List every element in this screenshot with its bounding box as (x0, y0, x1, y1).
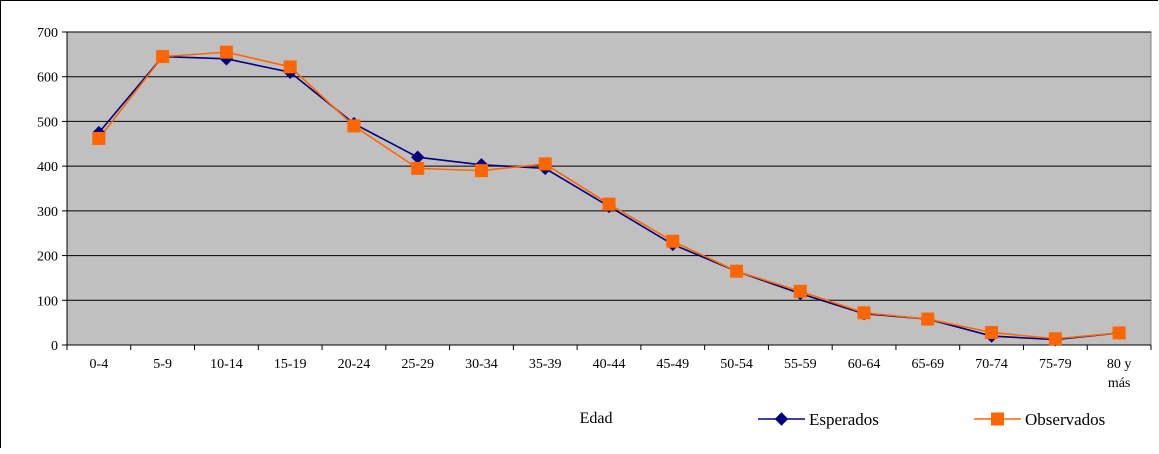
x-tick-label: 60-64 (848, 357, 881, 372)
x-tick-label: 5-9 (153, 357, 172, 372)
x-tick-label: 10-14 (210, 357, 243, 372)
data-point-observados (666, 234, 680, 248)
x-tick-label: 25-29 (401, 357, 434, 372)
legend-marker (991, 412, 1004, 426)
data-point-observados (92, 131, 106, 145)
y-tick-label: 100 (37, 294, 58, 309)
x-tick-label: 30-34 (465, 357, 498, 372)
data-point-observados (219, 45, 233, 59)
x-tick-label: 75-79 (1039, 357, 1072, 372)
data-point-observados (1048, 332, 1062, 346)
y-tick-label: 700 (37, 26, 58, 41)
data-point-observados (730, 264, 744, 278)
x-tick-label: 0-4 (90, 357, 109, 372)
plot-area (66, 31, 1152, 346)
y-tick-label: 200 (37, 250, 58, 265)
axes (62, 31, 1152, 350)
x-tick-label: 65-69 (911, 357, 944, 372)
data-point-observados (411, 161, 425, 175)
tick-labels: 0 100 200 300 400 500 600 700 0-4 5-9 10-14 15-19 20… (37, 26, 1131, 391)
data-point-observados (538, 157, 552, 171)
data-point-observados (1112, 326, 1126, 340)
legend-label: Observados (1025, 410, 1105, 429)
y-tick-label: 500 (37, 115, 58, 130)
y-tick-label: 400 (37, 160, 58, 175)
legend-item-esperados: Esperados (758, 410, 879, 429)
x-tick-label: 50-54 (720, 357, 753, 372)
x-tick-label: 20-24 (338, 357, 371, 372)
data-point-observados (602, 197, 616, 211)
y-tick-label: 600 (37, 71, 58, 86)
x-tick-label: 35-39 (529, 357, 562, 372)
legend: Esperados Observados (758, 410, 1105, 429)
data-point-observados (921, 312, 935, 326)
x-tick-label: más (1108, 376, 1131, 391)
x-tick-label: 80 y (1107, 357, 1132, 372)
x-tick-label: 15-19 (274, 357, 307, 372)
legend-item-observados: Observados (974, 410, 1105, 429)
x-tick-label: 45-49 (656, 357, 689, 372)
marker-layer (92, 45, 1126, 347)
data-point-observados (474, 164, 488, 178)
x-tick-label: 40-44 (593, 357, 626, 372)
data-point-observados (985, 325, 999, 339)
x-tick-label: 55-59 (784, 357, 817, 372)
data-point-observados (857, 306, 871, 320)
data-point-observados (793, 284, 807, 298)
y-tick-label: 0 (51, 339, 58, 354)
legend-label: Esperados (809, 410, 879, 429)
data-point-observados (283, 60, 297, 74)
x-tick-label: 70-74 (975, 357, 1008, 372)
legend-marker (774, 412, 789, 426)
data-point-observados (347, 119, 361, 133)
x-axis-title: Edad (580, 410, 613, 427)
data-point-observados (156, 50, 170, 64)
y-tick-label: 300 (37, 205, 58, 220)
